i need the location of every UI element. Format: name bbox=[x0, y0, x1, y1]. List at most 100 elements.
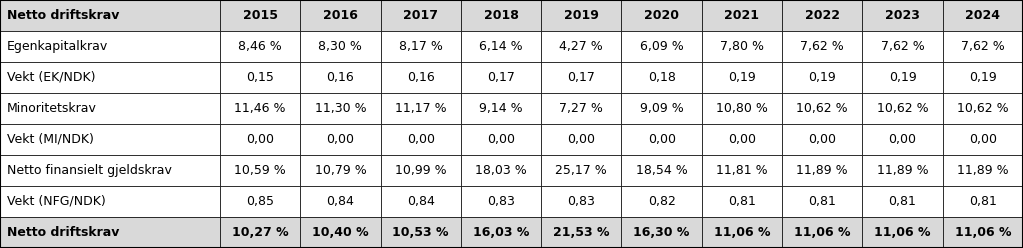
Text: 0,84: 0,84 bbox=[407, 195, 435, 208]
Text: 2024: 2024 bbox=[966, 9, 1000, 22]
Text: 7,62 %: 7,62 % bbox=[800, 40, 844, 53]
Bar bbox=[381, 31, 460, 62]
Bar bbox=[301, 186, 381, 217]
Bar bbox=[943, 124, 1023, 155]
Text: 0,19: 0,19 bbox=[808, 71, 836, 84]
Text: 0,81: 0,81 bbox=[728, 195, 756, 208]
Bar bbox=[622, 93, 702, 124]
Bar bbox=[622, 62, 702, 93]
Bar bbox=[220, 217, 301, 248]
Text: Netto driftskrav: Netto driftskrav bbox=[7, 9, 120, 22]
Text: Netto finansielt gjeldskrav: Netto finansielt gjeldskrav bbox=[7, 164, 172, 177]
Bar bbox=[460, 31, 541, 62]
Bar bbox=[862, 31, 943, 62]
Bar bbox=[702, 93, 783, 124]
Bar bbox=[381, 124, 460, 155]
Bar bbox=[301, 0, 381, 31]
Bar bbox=[381, 93, 460, 124]
Text: 10,79 %: 10,79 % bbox=[314, 164, 366, 177]
Bar bbox=[862, 62, 943, 93]
Text: 2020: 2020 bbox=[644, 9, 679, 22]
Text: 0,81: 0,81 bbox=[808, 195, 836, 208]
Text: 0,81: 0,81 bbox=[969, 195, 996, 208]
Bar bbox=[783, 31, 862, 62]
Bar bbox=[541, 217, 622, 248]
Bar bbox=[783, 93, 862, 124]
Bar bbox=[220, 155, 301, 186]
Text: 11,89 %: 11,89 % bbox=[797, 164, 848, 177]
Bar bbox=[702, 155, 783, 186]
Text: Egenkapitalkrav: Egenkapitalkrav bbox=[7, 40, 108, 53]
Bar bbox=[541, 93, 622, 124]
Bar bbox=[301, 124, 381, 155]
Text: 0,00: 0,00 bbox=[808, 133, 836, 146]
Text: 0,00: 0,00 bbox=[487, 133, 515, 146]
Bar bbox=[702, 31, 783, 62]
Bar bbox=[381, 155, 460, 186]
Bar bbox=[622, 155, 702, 186]
Bar bbox=[220, 0, 301, 31]
Bar bbox=[783, 124, 862, 155]
Bar bbox=[943, 31, 1023, 62]
Bar bbox=[0, 62, 220, 93]
Text: 11,30 %: 11,30 % bbox=[315, 102, 366, 115]
Text: 18,54 %: 18,54 % bbox=[635, 164, 687, 177]
Bar bbox=[622, 217, 702, 248]
Bar bbox=[220, 31, 301, 62]
Text: 2017: 2017 bbox=[403, 9, 438, 22]
Text: 0,19: 0,19 bbox=[728, 71, 756, 84]
Text: 11,46 %: 11,46 % bbox=[234, 102, 285, 115]
Text: 0,19: 0,19 bbox=[969, 71, 996, 84]
Text: 16,03 %: 16,03 % bbox=[473, 226, 529, 239]
Bar bbox=[622, 31, 702, 62]
Bar bbox=[460, 155, 541, 186]
Bar bbox=[301, 155, 381, 186]
Bar bbox=[541, 155, 622, 186]
Text: 2021: 2021 bbox=[724, 9, 759, 22]
Text: 10,99 %: 10,99 % bbox=[395, 164, 446, 177]
Text: 2016: 2016 bbox=[323, 9, 358, 22]
Bar bbox=[943, 93, 1023, 124]
Text: 8,30 %: 8,30 % bbox=[318, 40, 362, 53]
Text: Vekt (MI/NDK): Vekt (MI/NDK) bbox=[7, 133, 94, 146]
Bar bbox=[862, 217, 943, 248]
Text: 7,80 %: 7,80 % bbox=[720, 40, 764, 53]
Bar bbox=[220, 62, 301, 93]
Bar bbox=[0, 155, 220, 186]
Text: 2019: 2019 bbox=[564, 9, 598, 22]
Text: 0,16: 0,16 bbox=[407, 71, 435, 84]
Bar bbox=[702, 186, 783, 217]
Text: 10,62 %: 10,62 % bbox=[797, 102, 848, 115]
Text: 0,00: 0,00 bbox=[247, 133, 274, 146]
Bar bbox=[702, 124, 783, 155]
Text: 11,89 %: 11,89 % bbox=[958, 164, 1009, 177]
Bar bbox=[541, 62, 622, 93]
Text: 0,82: 0,82 bbox=[648, 195, 675, 208]
Text: 0,00: 0,00 bbox=[648, 133, 675, 146]
Bar bbox=[862, 124, 943, 155]
Bar bbox=[541, 186, 622, 217]
Bar bbox=[622, 0, 702, 31]
Text: 6,14 %: 6,14 % bbox=[479, 40, 523, 53]
Text: 6,09 %: 6,09 % bbox=[639, 40, 683, 53]
Text: 0,83: 0,83 bbox=[487, 195, 515, 208]
Text: 7,62 %: 7,62 % bbox=[961, 40, 1005, 53]
Bar bbox=[862, 93, 943, 124]
Text: 10,62 %: 10,62 % bbox=[877, 102, 928, 115]
Text: 2015: 2015 bbox=[242, 9, 277, 22]
Text: 2022: 2022 bbox=[805, 9, 840, 22]
Bar bbox=[220, 186, 301, 217]
Text: 11,81 %: 11,81 % bbox=[716, 164, 767, 177]
Bar bbox=[783, 186, 862, 217]
Bar bbox=[783, 155, 862, 186]
Text: 0,85: 0,85 bbox=[247, 195, 274, 208]
Bar bbox=[381, 0, 460, 31]
Text: 9,14 %: 9,14 % bbox=[479, 102, 523, 115]
Bar bbox=[0, 124, 220, 155]
Text: 0,17: 0,17 bbox=[487, 71, 515, 84]
Bar bbox=[783, 62, 862, 93]
Text: 4,27 %: 4,27 % bbox=[560, 40, 604, 53]
Text: Minoritetskrav: Minoritetskrav bbox=[7, 102, 97, 115]
Text: 16,30 %: 16,30 % bbox=[633, 226, 690, 239]
Bar bbox=[0, 93, 220, 124]
